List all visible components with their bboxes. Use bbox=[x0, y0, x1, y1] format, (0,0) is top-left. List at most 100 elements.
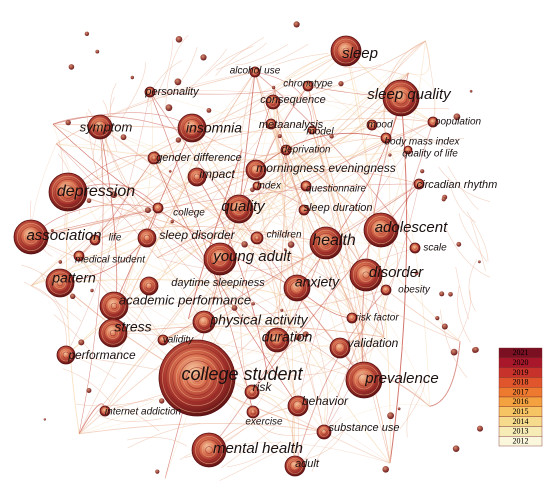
minor-node bbox=[283, 248, 287, 251]
node-ring bbox=[250, 164, 262, 176]
node-ring bbox=[252, 233, 262, 243]
node-disc bbox=[284, 455, 306, 477]
node-ring bbox=[182, 363, 212, 393]
keyword-node bbox=[366, 119, 378, 131]
keyword-label: pattern bbox=[51, 270, 96, 286]
node-disc bbox=[89, 234, 101, 246]
network-edge bbox=[315, 64, 382, 83]
node-ring bbox=[360, 376, 368, 384]
minor-node bbox=[387, 412, 394, 420]
network-edge bbox=[448, 178, 477, 223]
node-ring bbox=[268, 121, 274, 127]
keyword-label: health bbox=[312, 232, 356, 249]
keyword-label: college student bbox=[181, 364, 303, 384]
network-edge bbox=[127, 423, 201, 449]
legend-year-label: 2020 bbox=[513, 358, 529, 367]
node-ring bbox=[109, 329, 117, 337]
network-edge bbox=[121, 62, 146, 119]
network-edge bbox=[323, 183, 420, 433]
network-edge bbox=[383, 40, 426, 139]
keyword-node bbox=[380, 284, 392, 296]
minor-node bbox=[251, 302, 255, 306]
node-ring bbox=[107, 327, 119, 339]
node-ring bbox=[102, 408, 108, 414]
minor-node bbox=[50, 229, 54, 232]
network-edge bbox=[459, 213, 488, 262]
keyword-label: depression bbox=[57, 183, 135, 200]
network-edge bbox=[52, 123, 298, 289]
network-edge bbox=[163, 47, 198, 98]
keyword-label: duration bbox=[262, 329, 313, 345]
keyword-label: internet addiction bbox=[105, 407, 182, 418]
keyword-label: alcohol use bbox=[230, 66, 281, 77]
node-ring bbox=[362, 271, 370, 279]
node-disc bbox=[380, 284, 392, 296]
minor-node bbox=[329, 134, 334, 139]
network-edge bbox=[164, 89, 276, 479]
minor-node bbox=[212, 296, 216, 300]
node-disc bbox=[345, 361, 383, 399]
network-edge bbox=[94, 124, 373, 241]
keyword-node bbox=[87, 114, 113, 140]
network-edge bbox=[303, 258, 341, 349]
network-edge bbox=[343, 66, 404, 76]
node-ring bbox=[287, 458, 303, 474]
node-disc bbox=[137, 228, 157, 248]
keyword-node bbox=[329, 337, 351, 359]
network-edge bbox=[323, 121, 434, 433]
network-edge bbox=[253, 43, 309, 67]
node-ring bbox=[359, 268, 373, 282]
minor-node bbox=[473, 346, 479, 353]
node-ring bbox=[216, 255, 224, 263]
network-edge bbox=[53, 314, 92, 353]
node-disc bbox=[280, 144, 292, 156]
network-edge bbox=[238, 208, 416, 249]
network-edge bbox=[40, 272, 69, 319]
network-edge bbox=[203, 289, 387, 323]
keyword-label: young adult bbox=[212, 248, 291, 265]
keyword-node bbox=[345, 361, 383, 399]
minor-node bbox=[280, 308, 284, 312]
network-edge bbox=[31, 157, 155, 286]
node-ring bbox=[354, 370, 374, 390]
node-ring bbox=[172, 353, 222, 403]
keyword-label: medical student bbox=[75, 255, 146, 266]
network-edge bbox=[112, 71, 256, 334]
network-edge bbox=[208, 242, 327, 451]
network-edge bbox=[221, 427, 275, 469]
keyword-label: gender difference bbox=[156, 152, 242, 164]
node-ring bbox=[250, 409, 256, 415]
node-ring bbox=[309, 127, 315, 133]
node-ring bbox=[62, 351, 70, 359]
node-ring bbox=[54, 179, 81, 206]
network-edge bbox=[254, 71, 416, 249]
keyword-label: anxiety bbox=[295, 274, 340, 290]
node-ring bbox=[254, 183, 260, 189]
minor-node bbox=[95, 49, 100, 54]
node-ring bbox=[301, 207, 307, 213]
keyword-node bbox=[177, 113, 207, 143]
node-disc bbox=[309, 226, 343, 260]
keyword-node bbox=[316, 424, 332, 440]
network-edge bbox=[307, 85, 391, 464]
minor-node bbox=[388, 153, 392, 157]
node-ring bbox=[160, 337, 166, 343]
node-ring bbox=[391, 88, 411, 108]
node-ring bbox=[195, 313, 213, 331]
node-disc bbox=[349, 258, 383, 292]
node-ring bbox=[356, 265, 376, 285]
network-edge bbox=[457, 289, 471, 340]
keyword-label: chronotype bbox=[283, 79, 333, 90]
keyword-label: sleep quality bbox=[367, 86, 452, 103]
minor-node bbox=[294, 333, 302, 341]
network-edge bbox=[439, 309, 468, 379]
network-edge bbox=[56, 137, 387, 146]
node-disc bbox=[99, 405, 111, 417]
node-ring bbox=[93, 120, 107, 134]
node-ring bbox=[155, 205, 161, 211]
legend-year-label: 2012 bbox=[513, 436, 529, 445]
minor-node bbox=[90, 288, 94, 293]
node-ring bbox=[377, 226, 385, 234]
node-disc bbox=[302, 80, 314, 92]
node-ring bbox=[334, 342, 346, 354]
